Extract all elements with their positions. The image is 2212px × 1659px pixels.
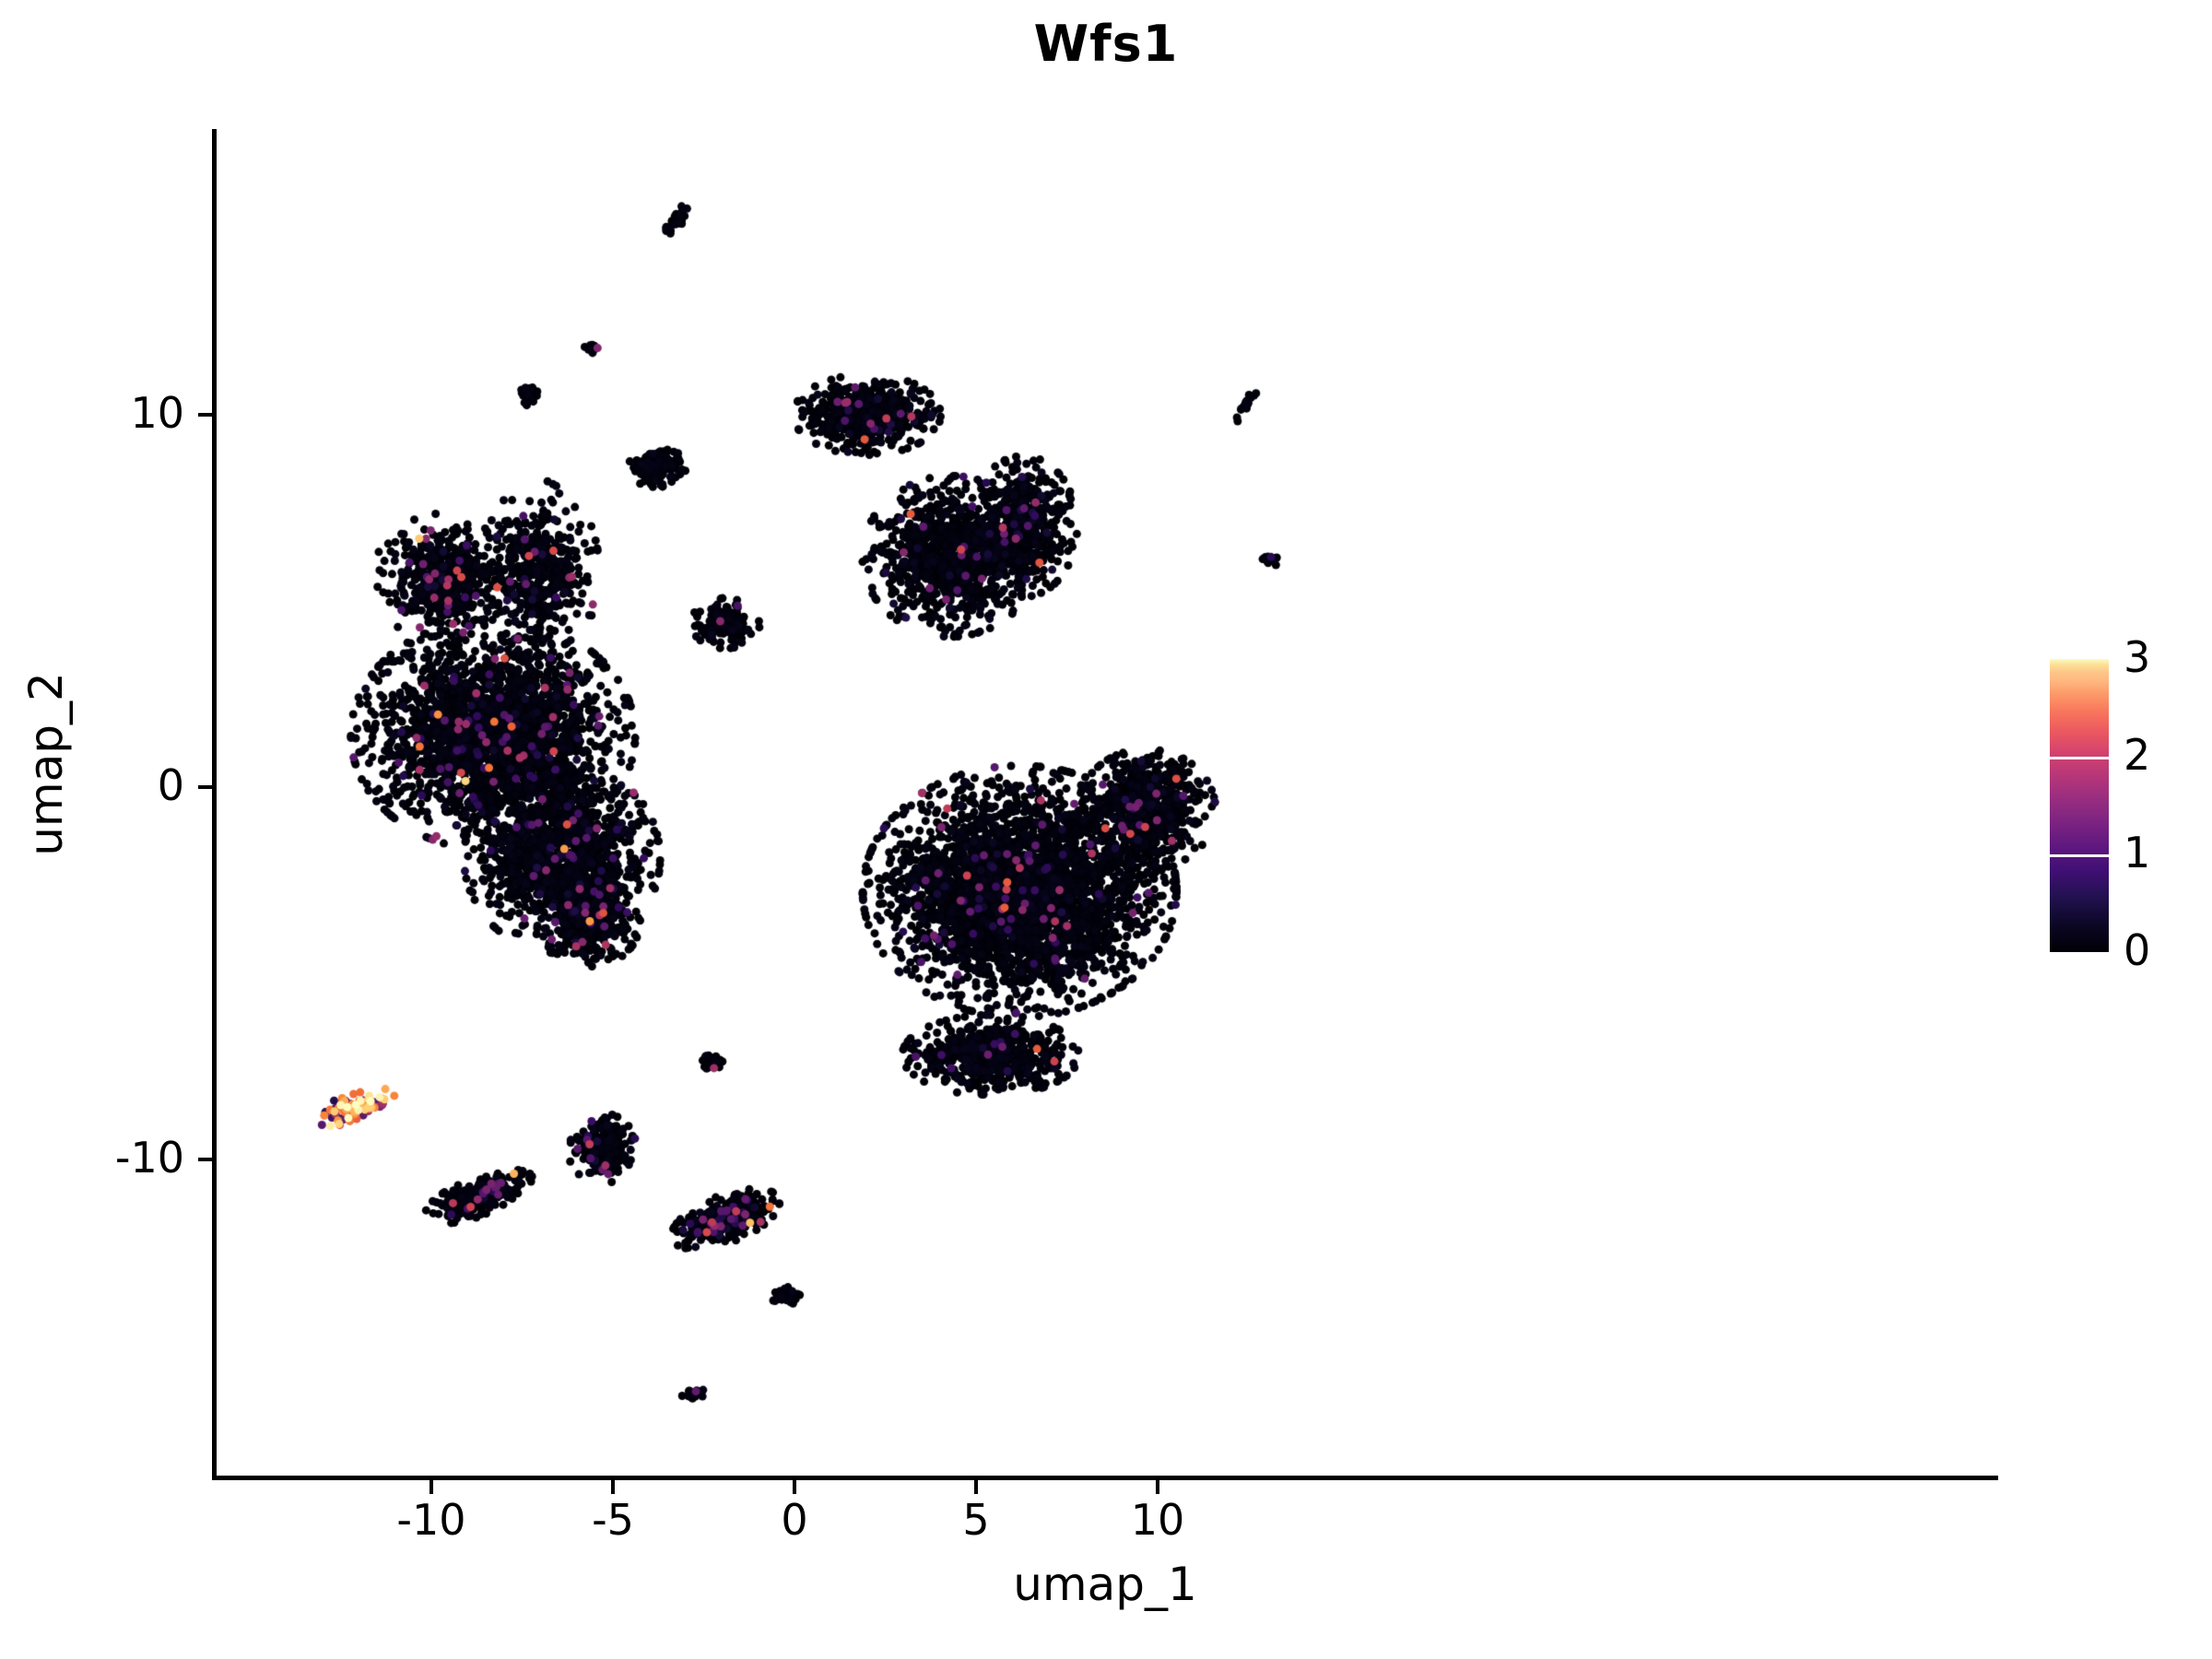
y-tick-mark	[198, 785, 212, 789]
y-axis-spine	[212, 129, 217, 1480]
y-tick-mark	[198, 413, 212, 417]
page-title: Wfs1	[1033, 15, 1179, 73]
x-tick-label: -10	[396, 1495, 466, 1545]
y-tick-label: 10	[130, 388, 184, 438]
x-tick-label: -5	[592, 1495, 634, 1545]
colorbar-tick-label: 3	[2124, 632, 2151, 682]
x-tick-mark	[793, 1480, 796, 1494]
x-tick-label: 0	[781, 1495, 808, 1545]
x-tick-label: 5	[962, 1495, 990, 1545]
colorbar-tick-label: 2	[2124, 730, 2151, 780]
x-tick-mark	[974, 1480, 978, 1494]
colorbar-tick-mark	[2050, 757, 2109, 759]
colorbar-gradient	[2050, 659, 2109, 952]
colorbar-tick-label: 0	[2124, 925, 2151, 975]
colorbar: 0 1 2 3	[2050, 632, 2150, 975]
x-tick-mark	[611, 1480, 615, 1494]
y-tick-label: -10	[114, 1133, 184, 1182]
scatter-points-canvas	[212, 129, 1998, 1479]
y-tick-mark	[198, 1158, 212, 1161]
x-axis-spine	[212, 1476, 1998, 1480]
x-tick-mark	[429, 1480, 433, 1494]
x-axis-label: umap_1	[1013, 1558, 1197, 1611]
y-axis-label: umap_2	[19, 672, 73, 856]
colorbar-tick-label: 1	[2124, 828, 2151, 877]
x-tick-label: 10	[1130, 1495, 1185, 1545]
colorbar-tick-mark	[2050, 854, 2109, 857]
x-tick-mark	[1156, 1480, 1159, 1494]
y-tick-label: 0	[157, 760, 184, 810]
scatter-plot-area	[212, 129, 1998, 1479]
